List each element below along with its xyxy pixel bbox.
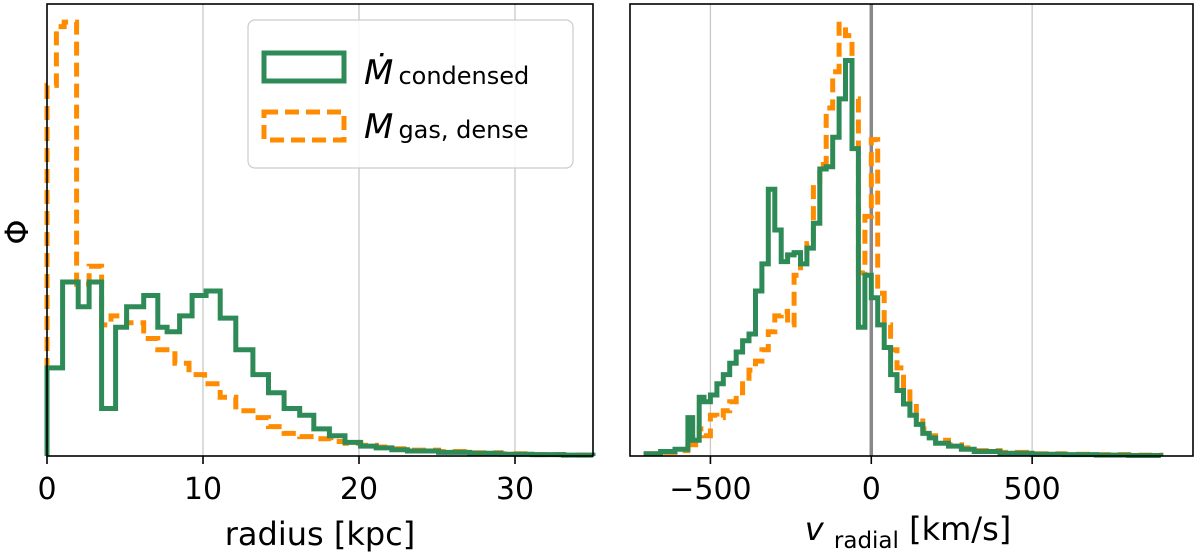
right-series xyxy=(643,21,1164,458)
legend-condensed-sub: condensed xyxy=(398,62,529,90)
left-axes-frame xyxy=(46,3,594,457)
left-x-tick-label: 30 xyxy=(496,472,534,507)
legend-dense-sub: gas, dense xyxy=(398,116,528,144)
legend-condensed-main: Ṁ xyxy=(364,53,393,93)
radius-histogram-panel: 0 10 20 30 radius [kpc] Φ Ṁ condensed M gas… xyxy=(0,3,596,553)
legend-swatch-condensed xyxy=(261,50,347,84)
right-x-axis-label: v radial [km/s] xyxy=(805,510,1011,556)
left-histogram-condensed xyxy=(44,279,596,458)
right-x-label-main: v xyxy=(805,510,825,548)
left-ticks: 0 10 20 30 xyxy=(37,456,534,507)
right-x-tick-label: 0 xyxy=(862,472,881,507)
legend-frame xyxy=(247,19,574,169)
right-x-tick-label: 500 xyxy=(1004,472,1061,507)
left-x-tick-label: 10 xyxy=(184,472,222,507)
legend-dense-main: M xyxy=(364,107,393,147)
left-x-axis-label: radius [kpc] xyxy=(225,515,416,553)
legend-swatch-dense xyxy=(261,109,347,143)
left-series xyxy=(44,19,596,458)
legend-entry-dense: M gas, dense xyxy=(364,107,529,147)
right-x-label-rest: [km/s] xyxy=(909,510,1011,548)
right-x-label-sub: radial xyxy=(834,528,899,554)
right-grid xyxy=(709,4,1033,456)
right-x-tick-label: −500 xyxy=(669,472,751,507)
left-x-tick-label: 20 xyxy=(340,472,378,507)
right-ticks: −500 0 500 xyxy=(669,456,1061,507)
legend-entry-condensed: Ṁ condensed xyxy=(364,53,529,93)
velocity-histogram-panel: −500 0 500 v radial [km/s] xyxy=(629,3,1194,556)
right-histogram-dense xyxy=(643,21,1164,458)
right-histogram-condensed xyxy=(643,58,1164,458)
legend: Ṁ condensed M gas, dense xyxy=(247,19,574,169)
left-x-tick-label: 0 xyxy=(37,472,56,507)
left-y-axis-label: Φ xyxy=(0,219,36,244)
right-axes-frame xyxy=(629,3,1194,457)
